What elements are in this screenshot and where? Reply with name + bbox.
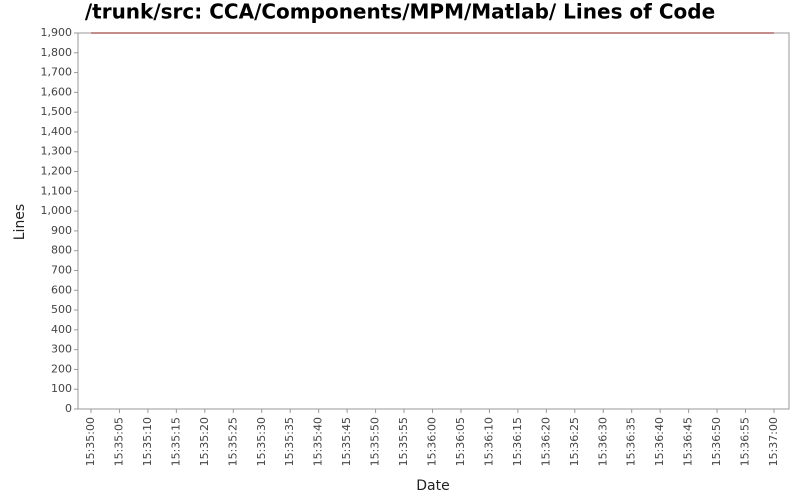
x-tick-label: 15:35:00	[84, 417, 97, 466]
x-tick-label: 15:36:45	[682, 417, 695, 466]
y-tick-label: 1,400	[41, 125, 73, 138]
x-tick-label: 15:36:25	[568, 417, 581, 466]
y-tick-label: 1,000	[41, 204, 73, 217]
y-tick-label: 400	[51, 323, 72, 336]
x-tick-label: 15:36:15	[511, 417, 524, 466]
y-tick-label: 1,200	[41, 165, 73, 178]
x-tick-label: 15:35:05	[112, 417, 125, 466]
x-tick-label: 15:35:10	[141, 417, 154, 466]
y-tick-label: 500	[51, 303, 72, 316]
x-tick-label: 15:36:30	[596, 417, 609, 466]
y-tick-label: 1,600	[41, 85, 73, 98]
x-tick-label: 15:36:50	[710, 417, 723, 466]
x-tick-label: 15:35:20	[198, 417, 211, 466]
y-tick-label: 1,300	[41, 145, 73, 158]
plot-area	[77, 32, 790, 410]
y-tick-label: 0	[65, 402, 72, 415]
x-tick-label: 15:35:55	[397, 417, 410, 466]
chart-title: /trunk/src: CCA/Components/MPM/Matlab/ L…	[85, 0, 715, 24]
x-tick-label: 15:35:15	[169, 417, 182, 466]
x-tick-label: 15:35:35	[283, 417, 296, 466]
y-tick-label: 1,500	[41, 105, 73, 118]
x-axis-label: Date	[416, 478, 449, 494]
x-tick-label: 15:37:00	[767, 417, 780, 466]
y-tick-label: 800	[51, 244, 72, 257]
y-tick-label: 600	[51, 283, 72, 296]
y-axis-label: Lines	[12, 204, 28, 240]
x-tick-label: 15:36:10	[482, 417, 495, 466]
x-tick-label: 15:36:20	[539, 417, 552, 466]
x-tick-label: 15:36:00	[426, 417, 439, 466]
y-tick-label: 900	[51, 224, 72, 237]
y-tick-label: 100	[51, 382, 72, 395]
y-tick-label: 1,900	[41, 26, 73, 39]
x-tick-label: 15:35:45	[340, 417, 353, 466]
x-tick-label: 15:36:55	[739, 417, 752, 466]
y-tick-label: 1,100	[41, 184, 73, 197]
y-tick-label: 1,700	[41, 66, 73, 79]
x-tick-label: 15:36:40	[653, 417, 666, 466]
x-tick-label: 15:35:25	[226, 417, 239, 466]
y-tick-label: 200	[51, 362, 72, 375]
x-tick-label: 15:35:40	[312, 417, 325, 466]
y-tick-label: 300	[51, 343, 72, 356]
x-tick-label: 15:35:50	[369, 417, 382, 466]
x-tick-label: 15:36:05	[454, 417, 467, 466]
y-tick-label: 700	[51, 263, 72, 276]
y-tick-label: 1,800	[41, 46, 73, 59]
x-tick-label: 15:36:35	[625, 417, 638, 466]
x-tick-label: 15:35:30	[255, 417, 268, 466]
